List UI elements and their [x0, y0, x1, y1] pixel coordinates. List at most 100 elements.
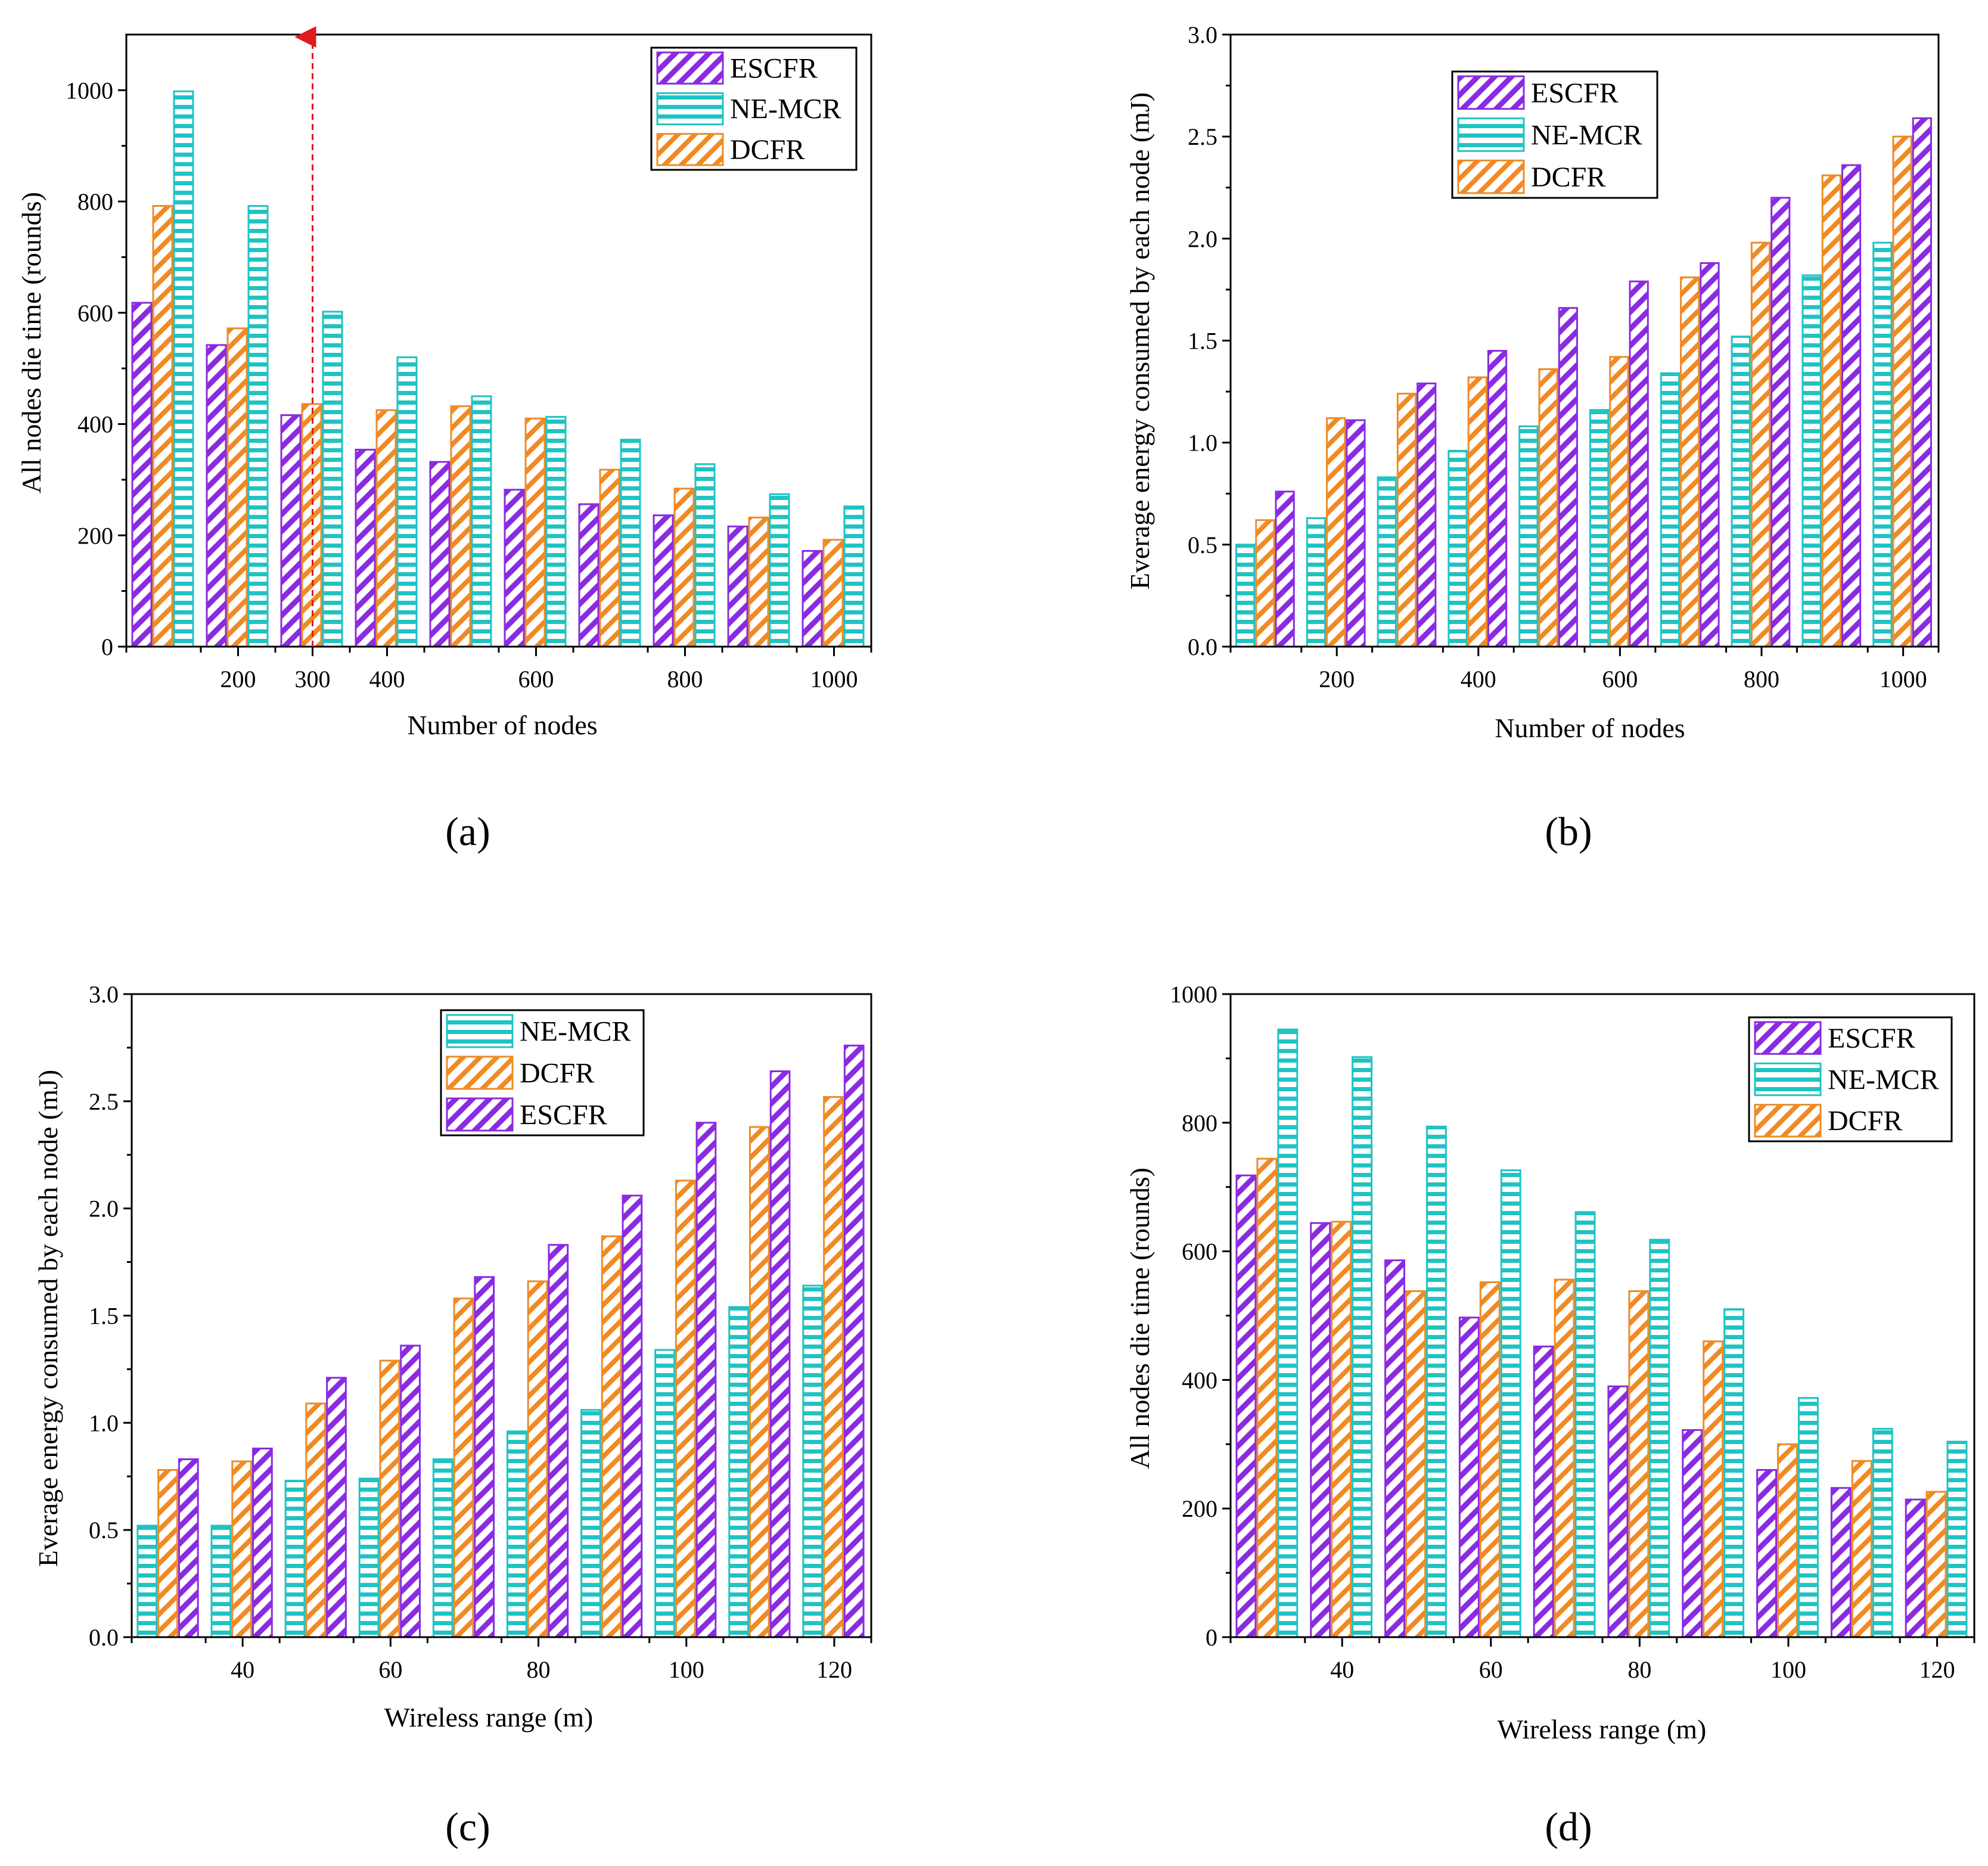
- bar-escfr-80: [548, 1244, 569, 1638]
- bar-ne-mcr-60: [358, 1477, 380, 1638]
- x-axis-title-b: Number of nodes: [1495, 713, 1685, 743]
- bar-ne-mcr-30: [136, 1525, 158, 1638]
- bar-dcfr-1000: [1892, 135, 1912, 648]
- y-tick-label: 800: [77, 188, 113, 215]
- bar-escfr-400: [1487, 350, 1508, 648]
- bar-dcfr-50: [1405, 1290, 1426, 1638]
- y-tick-label: 600: [1182, 1238, 1217, 1265]
- x-tick-label: 80: [1627, 1656, 1651, 1683]
- bar-ne-mcr-80: [1649, 1238, 1670, 1638]
- x-tick-label: 80: [527, 1656, 551, 1683]
- bar-ne-mcr-800: [1731, 336, 1751, 648]
- panel-label-d: (d): [1545, 1804, 1592, 1849]
- y-axis-title-a: All nodes die time (rounds): [16, 192, 46, 493]
- bar-escfr-70: [474, 1276, 495, 1638]
- bar-escfr-70: [1533, 1345, 1554, 1638]
- y-tick-label: 1.5: [89, 1303, 119, 1330]
- bar-ne-mcr-110: [1872, 1427, 1893, 1638]
- y-tick-label: 400: [1182, 1367, 1217, 1393]
- bar-ne-mcr-100: [1235, 544, 1256, 648]
- x-tick-label: 40: [231, 1656, 254, 1683]
- y-tick-label: 2.0: [89, 1196, 119, 1222]
- legend-c: NE-MCR DCFR ESCFR: [440, 1009, 645, 1137]
- legend-swatch-dcfr: [446, 1055, 514, 1090]
- x-axis-c: 40 60 80 100 120: [131, 1637, 872, 1683]
- x-tick-label: 400: [1461, 666, 1496, 693]
- x-tick-label: 800: [667, 666, 703, 693]
- bar-dcfr-80: [527, 1280, 548, 1638]
- x-tick-label: 120: [816, 1656, 852, 1683]
- bar-escfr-30: [1235, 1174, 1257, 1638]
- bar-escfr-500: [1558, 307, 1578, 648]
- bar-ne-mcr-700: [620, 439, 641, 648]
- bar-dcfr-110: [748, 1126, 770, 1638]
- chart-panel-d: 0 200 400 600 800 1000 40 60 80 100 120 All nodes…: [1125, 981, 1975, 1849]
- bar-dcfr-200: [226, 327, 248, 648]
- y-axis-title-b: Everage energy consumed by each node (mJ…: [1125, 92, 1155, 590]
- bar-dcfr-300: [1396, 393, 1417, 648]
- legend-swatch-escfr: [656, 51, 724, 85]
- bar-ne-mcr-90: [580, 1409, 601, 1638]
- bar-ne-mcr-900: [1801, 274, 1822, 648]
- y-tick-label: 2.5: [89, 1088, 119, 1115]
- legend-b: ESCFR NE-MCR DCFR: [1451, 70, 1658, 199]
- legend-label-ne-mcr: NE-MCR: [520, 1016, 631, 1047]
- bar-escfr-1000: [802, 549, 823, 648]
- bar-dcfr-200: [1326, 417, 1346, 648]
- legend-swatch-escfr: [1754, 1021, 1822, 1055]
- legend-label-dcfr: DCFR: [1531, 162, 1605, 193]
- bar-escfr-30: [178, 1458, 199, 1638]
- bar-dcfr-70: [1554, 1278, 1575, 1638]
- legend-swatch-dcfr: [1754, 1104, 1822, 1138]
- x-tick-label: 1000: [810, 666, 858, 693]
- legend-label-dcfr: DCFR: [520, 1057, 594, 1089]
- bar-escfr-110: [769, 1070, 791, 1638]
- bar-escfr-200: [1346, 419, 1366, 648]
- bar-dcfr-100: [675, 1179, 696, 1638]
- bar-dcfr-90: [1703, 1340, 1724, 1638]
- x-tick-label: 60: [1479, 1656, 1503, 1683]
- legend-label-dcfr: DCFR: [1828, 1106, 1902, 1137]
- x-tick-label: 200: [220, 666, 256, 693]
- y-tick-label: 1000: [1170, 981, 1217, 1008]
- x-tick-label: 60: [378, 1656, 402, 1683]
- bar-dcfr-30: [1256, 1157, 1278, 1638]
- bar-dcfr-400: [1467, 376, 1487, 648]
- bar-dcfr-60: [1479, 1281, 1501, 1638]
- bar-ne-mcr-90: [1723, 1308, 1745, 1638]
- bar-escfr-700: [1700, 262, 1720, 648]
- legend-swatch-ne-mcr: [656, 92, 724, 126]
- bar-dcfr-900: [748, 516, 769, 648]
- bar-escfr-100: [695, 1122, 717, 1638]
- bar-escfr-200: [206, 344, 227, 648]
- legend-swatch-ne-mcr: [1754, 1062, 1822, 1097]
- y-tick-label: 1.5: [1188, 328, 1217, 355]
- bar-dcfr-800: [1750, 241, 1771, 648]
- legend-label-ne-mcr: NE-MCR: [730, 94, 841, 125]
- bar-dcfr-500: [450, 405, 471, 648]
- legend-d: ESCFR NE-MCR DCFR: [1748, 1016, 1953, 1142]
- bar-ne-mcr-400: [1447, 449, 1468, 648]
- bar-dcfr-900: [1821, 174, 1841, 648]
- legend-swatch-escfr: [1457, 75, 1525, 110]
- legend-swatch-dcfr: [1457, 159, 1525, 194]
- bar-escfr-600: [504, 489, 525, 648]
- bar-dcfr-400: [375, 409, 397, 648]
- bar-dcfr-600: [1609, 356, 1629, 648]
- bar-escfr-120: [843, 1044, 865, 1638]
- x-axis-title-c: Wireless range (m): [384, 1702, 594, 1733]
- x-tick-label: 800: [1744, 666, 1779, 693]
- bars-a: [131, 90, 865, 648]
- bar-dcfr-700: [1680, 276, 1700, 648]
- y-tick-label: 0.5: [1188, 532, 1217, 558]
- bar-dcfr-30: [157, 1468, 178, 1638]
- bar-ne-mcr-100: [173, 90, 194, 648]
- bar-ne-mcr-700: [1660, 372, 1681, 648]
- bar-ne-mcr-100: [654, 1349, 675, 1638]
- bar-ne-mcr-80: [506, 1430, 527, 1638]
- x-tick-label: 300: [295, 666, 331, 693]
- legend-label-dcfr: DCFR: [730, 134, 804, 166]
- bar-ne-mcr-40: [210, 1525, 232, 1638]
- bar-dcfr-700: [599, 468, 620, 648]
- bar-escfr-500: [429, 461, 451, 648]
